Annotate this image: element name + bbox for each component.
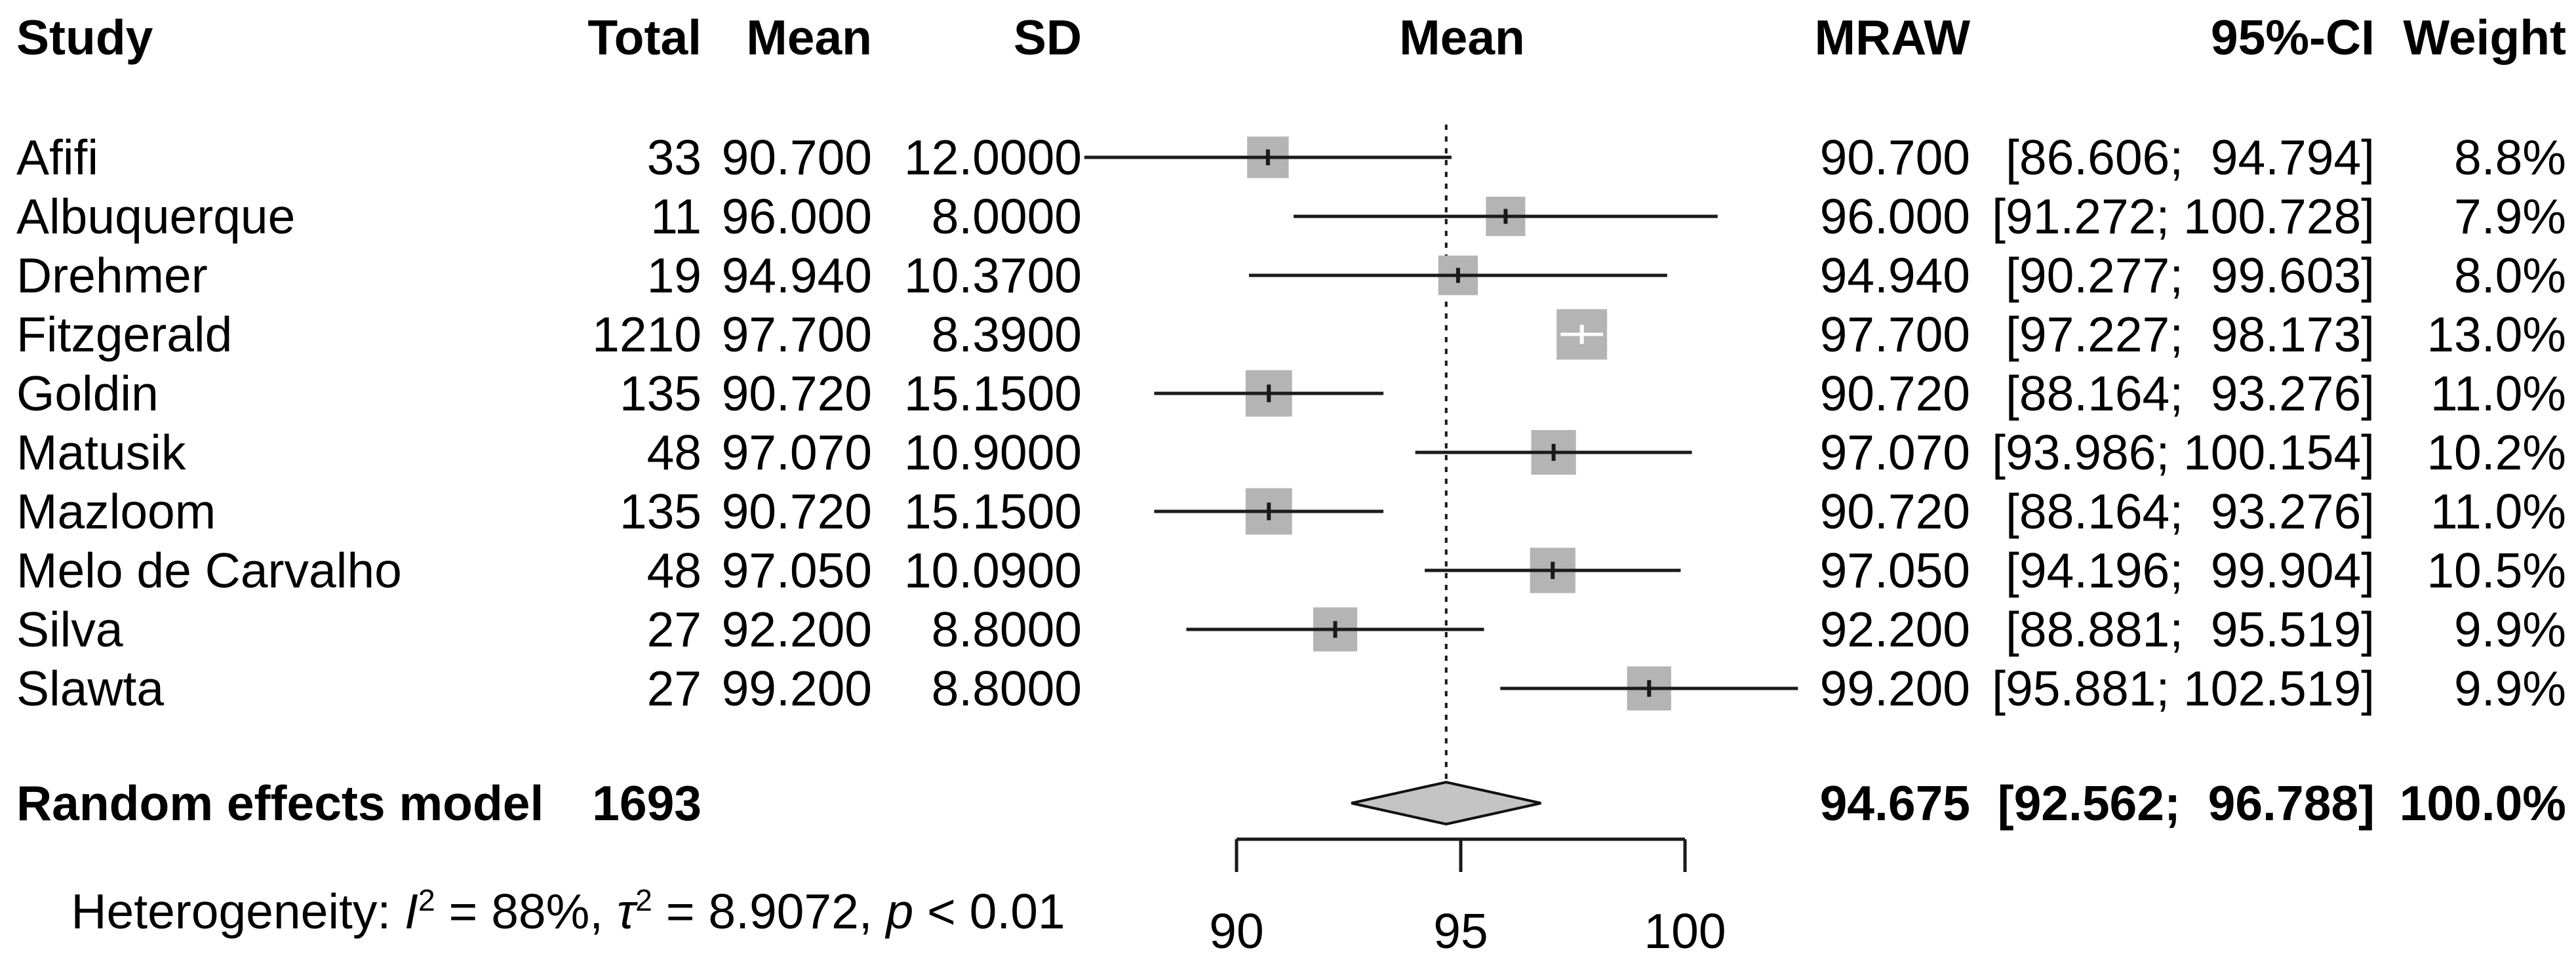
total-cell: 33 xyxy=(646,130,702,185)
summary-total: 1693 xyxy=(592,776,702,831)
total-cell: 48 xyxy=(646,543,702,598)
total-cell: 27 xyxy=(646,602,702,657)
heterogeneity-line: Heterogeneity: I2 = 88%, τ2 = 8.9072, p … xyxy=(16,823,1065,971)
col-header-study: Study xyxy=(16,10,153,65)
mean-cell: 96.000 xyxy=(721,189,872,244)
study-name: Albuquerque xyxy=(16,189,296,244)
ci-cell: [97.227; 98.173] xyxy=(2006,307,2375,362)
study-name: Afifi xyxy=(16,130,99,185)
sd-cell: 8.8000 xyxy=(931,661,1082,716)
weight-cell: 9.9% xyxy=(2454,602,2566,657)
total-cell: 1210 xyxy=(592,307,702,362)
weight-cell: 8.0% xyxy=(2454,248,2566,303)
sd-cell: 10.9000 xyxy=(903,425,1082,480)
mean-cell: 97.700 xyxy=(721,307,872,362)
col-header-mraw: MRAW xyxy=(1814,10,1970,65)
study-name: Goldin xyxy=(16,366,159,421)
study-name: Drehmer xyxy=(16,248,208,303)
mraw-cell: 94.940 xyxy=(1819,248,1970,303)
mraw-cell: 90.720 xyxy=(1819,366,1970,421)
mraw-cell: 97.700 xyxy=(1819,307,1970,362)
study-name: Fitzgerald xyxy=(16,307,233,362)
ci-cell: [94.196; 99.904] xyxy=(2006,543,2375,598)
het-text: = 88%, xyxy=(435,884,617,939)
total-cell: 135 xyxy=(619,366,702,421)
mean-cell: 97.070 xyxy=(721,425,872,480)
het-tau-exponent: 2 xyxy=(635,883,652,918)
sd-cell: 10.0900 xyxy=(903,543,1082,598)
total-cell: 135 xyxy=(619,484,702,539)
mraw-cell: 96.000 xyxy=(1819,189,1970,244)
het-p-symbol: p xyxy=(886,884,914,939)
ci-cell: [90.277; 99.603] xyxy=(2006,248,2375,303)
weight-cell: 11.0% xyxy=(2430,366,2566,421)
het-i-symbol: I xyxy=(405,884,418,939)
weight-cell: 10.2% xyxy=(2427,425,2566,480)
sd-cell: 15.1500 xyxy=(903,366,1082,421)
sd-cell: 8.0000 xyxy=(931,189,1082,244)
sd-cell: 10.3700 xyxy=(903,248,1082,303)
total-cell: 11 xyxy=(650,189,702,244)
summary-ci: [92.562; 96.788] xyxy=(1997,776,2375,831)
ci-cell: [88.881; 95.519] xyxy=(2006,602,2375,657)
mean-cell: 90.700 xyxy=(721,130,872,185)
mean-cell: 97.050 xyxy=(721,543,872,598)
het-i-exponent: 2 xyxy=(418,883,435,918)
mean-cell: 94.940 xyxy=(721,248,872,303)
study-name: Matusik xyxy=(16,425,186,480)
total-cell: 48 xyxy=(646,425,702,480)
weight-cell: 10.5% xyxy=(2427,543,2566,598)
weight-cell: 7.9% xyxy=(2454,189,2566,244)
mraw-cell: 97.070 xyxy=(1819,425,1970,480)
het-tau-symbol: τ xyxy=(616,884,636,939)
study-name: Melo de Carvalho xyxy=(16,543,402,598)
summary-label: Random effects model xyxy=(16,776,544,831)
weight-cell: 13.0% xyxy=(2427,307,2566,362)
ci-cell: [93.986; 100.154] xyxy=(1992,425,2375,480)
axis-tick-label: 95 xyxy=(1433,903,1488,959)
col-header-ci: 95%-CI xyxy=(2210,10,2375,65)
het-text: < 0.01 xyxy=(913,884,1065,939)
col-header-plot-mean: Mean xyxy=(1399,10,1525,65)
ci-cell: [88.164; 93.276] xyxy=(2006,484,2375,539)
total-cell: 27 xyxy=(646,661,702,716)
col-header-sd: SD xyxy=(1013,10,1082,65)
ci-cell: [91.272; 100.728] xyxy=(1992,189,2375,244)
sd-cell: 8.8000 xyxy=(931,602,1082,657)
sd-cell: 12.0000 xyxy=(903,130,1082,185)
weight-cell: 8.8% xyxy=(2454,130,2566,185)
mraw-cell: 90.720 xyxy=(1819,484,1970,539)
weight-cell: 9.9% xyxy=(2454,661,2566,716)
col-header-mean: Mean xyxy=(746,10,872,65)
mraw-cell: 90.700 xyxy=(1819,130,1970,185)
total-cell: 19 xyxy=(646,248,702,303)
study-name: Mazloom xyxy=(16,484,216,539)
col-header-weight: Weight xyxy=(2403,10,2566,65)
het-text: = 8.9072, xyxy=(652,884,886,939)
mraw-cell: 97.050 xyxy=(1819,543,1970,598)
axis-tick-label: 90 xyxy=(1209,903,1264,959)
mraw-cell: 99.200 xyxy=(1819,661,1970,716)
mraw-cell: 92.200 xyxy=(1819,602,1970,657)
summary-mraw: 94.675 xyxy=(1819,776,1970,831)
summary-diamond xyxy=(1351,780,1541,826)
sd-cell: 15.1500 xyxy=(903,484,1082,539)
summary-weight: 100.0% xyxy=(2399,776,2566,831)
mean-cell: 92.200 xyxy=(721,602,872,657)
axis-tick-label: 100 xyxy=(1644,903,1726,959)
ci-cell: [88.164; 93.276] xyxy=(2006,366,2375,421)
het-text: Heterogeneity: xyxy=(71,884,405,939)
sd-cell: 8.3900 xyxy=(931,307,1082,362)
weight-cell: 11.0% xyxy=(2430,484,2566,539)
mean-cell: 90.720 xyxy=(721,366,872,421)
study-name: Silva xyxy=(16,602,123,657)
study-name: Slawta xyxy=(16,661,165,716)
col-header-total: Total xyxy=(587,10,702,65)
mean-cell: 90.720 xyxy=(721,484,872,539)
ci-cell: [95.881; 102.519] xyxy=(1992,661,2375,716)
mean-cell: 99.200 xyxy=(721,661,872,716)
ci-cell: [86.606; 94.794] xyxy=(2006,130,2375,185)
